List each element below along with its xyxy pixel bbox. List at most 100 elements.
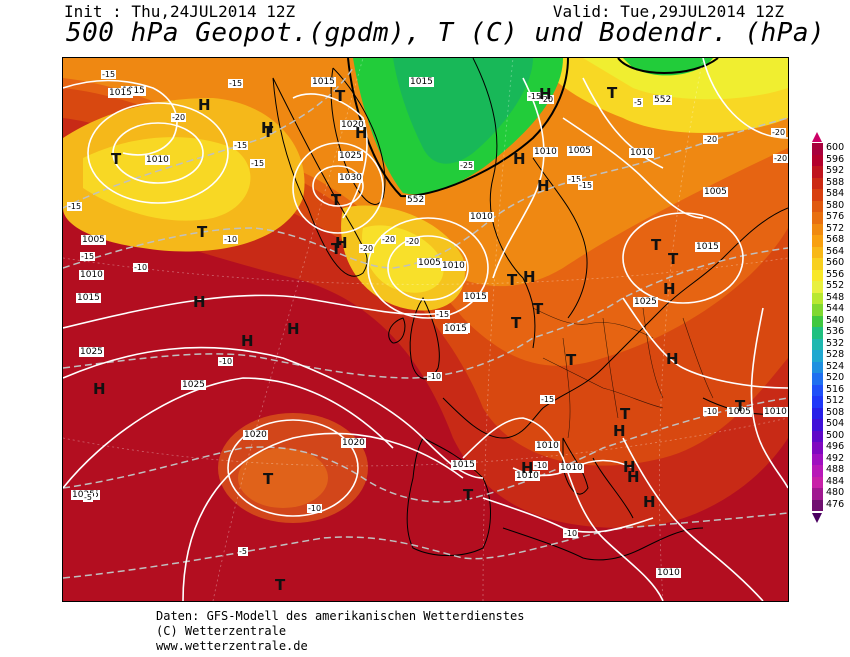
scale-swatch bbox=[812, 407, 823, 419]
geopot-contour-552-ne bbox=[617, 58, 719, 74]
scale-entry: 496 bbox=[812, 441, 848, 454]
scale-entry: 492 bbox=[812, 453, 848, 465]
isobar-label: 1010 bbox=[533, 147, 558, 157]
isotherm-label: -15 bbox=[578, 181, 594, 190]
pressure-center-marker: T bbox=[507, 271, 518, 289]
scale-swatch bbox=[812, 338, 823, 350]
scale-swatch bbox=[812, 292, 823, 304]
isobar-label: 1005 bbox=[703, 187, 728, 197]
isobar-label: 1015 bbox=[463, 292, 488, 302]
scale-label: 580 bbox=[826, 199, 845, 211]
pressure-center-marker: H bbox=[198, 96, 211, 114]
borders bbox=[532, 307, 714, 439]
scale-entry: 536 bbox=[812, 326, 848, 339]
pressure-center-marker: T bbox=[111, 150, 122, 168]
scale-entry: 500 bbox=[812, 430, 848, 442]
isobar-label: 1010 bbox=[763, 407, 788, 417]
scale-swatch bbox=[812, 223, 823, 235]
pressure-center-marker: H bbox=[613, 422, 626, 440]
pressure-center-marker: H bbox=[355, 124, 368, 142]
pressure-center-marker: H bbox=[537, 177, 550, 195]
pressure-center-marker: H bbox=[335, 234, 348, 252]
isotherm-label: -15 bbox=[567, 175, 583, 184]
scale-swatch bbox=[812, 212, 823, 224]
isotherm-label: -10 bbox=[563, 529, 579, 538]
isotherm-label: -10 bbox=[703, 407, 719, 416]
isobar-label: 1015 bbox=[76, 293, 101, 303]
isotherm-label: -15 bbox=[250, 159, 266, 168]
isotherm-label: -10 bbox=[223, 235, 239, 244]
scale-label: 564 bbox=[826, 245, 845, 257]
isobar-label: 1010 bbox=[629, 148, 654, 158]
scale-label: 576 bbox=[826, 211, 845, 222]
scale-swatch bbox=[812, 430, 823, 442]
scale-entry: 540 bbox=[812, 315, 848, 327]
scale-label: 584 bbox=[826, 188, 845, 199]
scale-label: 544 bbox=[826, 303, 845, 314]
scale-arrow-bottom bbox=[812, 513, 822, 523]
scale-swatch bbox=[812, 350, 823, 362]
scale-label: 496 bbox=[826, 441, 845, 452]
isotherm-label: -20 bbox=[381, 235, 397, 244]
scale-entry: 584 bbox=[812, 188, 848, 201]
scale-entry: 568 bbox=[812, 234, 848, 247]
isobar-label: 1015 bbox=[443, 324, 468, 334]
scale-label: 480 bbox=[826, 487, 845, 498]
scale-label: 512 bbox=[826, 395, 845, 406]
scale-entry: 532 bbox=[812, 338, 848, 350]
isobar-label: 1010 bbox=[145, 155, 170, 165]
isotherm-label: -5 bbox=[633, 98, 643, 107]
coastlines bbox=[272, 58, 788, 561]
isotherm-label: -10 bbox=[533, 461, 549, 470]
scale-label: 528 bbox=[826, 349, 845, 360]
scale-swatch bbox=[812, 396, 823, 408]
pressure-center-marker: H bbox=[513, 150, 526, 168]
scale-entry: 516 bbox=[812, 383, 848, 396]
pressure-center-marker: T bbox=[607, 84, 618, 102]
isotherm-label: -15 bbox=[435, 310, 451, 319]
pressure-center-marker: T bbox=[566, 351, 577, 369]
scale-label: 516 bbox=[826, 383, 845, 395]
geopotential-label: 552 bbox=[653, 95, 673, 105]
scale-entry: 508 bbox=[812, 406, 848, 419]
scale-entry: 512 bbox=[812, 395, 848, 408]
scale-entry: 528 bbox=[812, 349, 848, 362]
scale-entry: 600 bbox=[812, 142, 848, 155]
isotherm-label: -15 bbox=[540, 395, 556, 404]
pressure-center-marker: T bbox=[668, 250, 679, 268]
scale-entry: 556 bbox=[812, 268, 848, 281]
isotherm-label: -10 bbox=[307, 504, 323, 513]
scale-entry: 580 bbox=[812, 199, 848, 212]
isobar-label: 1005 bbox=[727, 407, 752, 417]
isobar-label: 1010 bbox=[515, 471, 540, 481]
pressure-center-marker: H bbox=[241, 332, 254, 350]
isobar-label: 1025 bbox=[79, 347, 104, 357]
isobar-label: 1005 bbox=[81, 235, 106, 245]
weather-map-canvas bbox=[63, 58, 788, 601]
isobar-label: 1025 bbox=[181, 380, 206, 390]
scale-label: 524 bbox=[826, 360, 845, 372]
pressure-center-marker: H bbox=[627, 468, 640, 486]
pressure-center-marker: H bbox=[663, 280, 676, 298]
pressure-center-marker: T bbox=[463, 486, 474, 504]
scale-label: 508 bbox=[826, 406, 845, 418]
scale-swatch bbox=[812, 154, 823, 166]
isobar-label: 1015 bbox=[695, 242, 720, 252]
scale-label: 552 bbox=[826, 280, 845, 291]
isobar-label: 1010 bbox=[559, 463, 584, 473]
scale-swatch bbox=[812, 476, 823, 488]
pressure-center-marker: T bbox=[197, 223, 208, 241]
scale-label: 556 bbox=[826, 268, 845, 280]
isotherm-label: -20 bbox=[539, 95, 555, 104]
scale-swatch bbox=[812, 246, 823, 258]
scale-label: 536 bbox=[826, 326, 845, 337]
scale-label: 504 bbox=[826, 418, 845, 429]
isotherm-label: -5 bbox=[238, 547, 248, 556]
isotherm-label: -15 bbox=[233, 141, 249, 150]
isobar-label: 1005 bbox=[417, 258, 442, 268]
isobar-label: 1010 bbox=[535, 441, 560, 451]
pressure-center-marker: T bbox=[263, 123, 274, 141]
isotherm-label: -25 bbox=[459, 161, 475, 170]
scale-label: 520 bbox=[826, 372, 845, 383]
isobar-label: 1015 bbox=[311, 77, 336, 87]
